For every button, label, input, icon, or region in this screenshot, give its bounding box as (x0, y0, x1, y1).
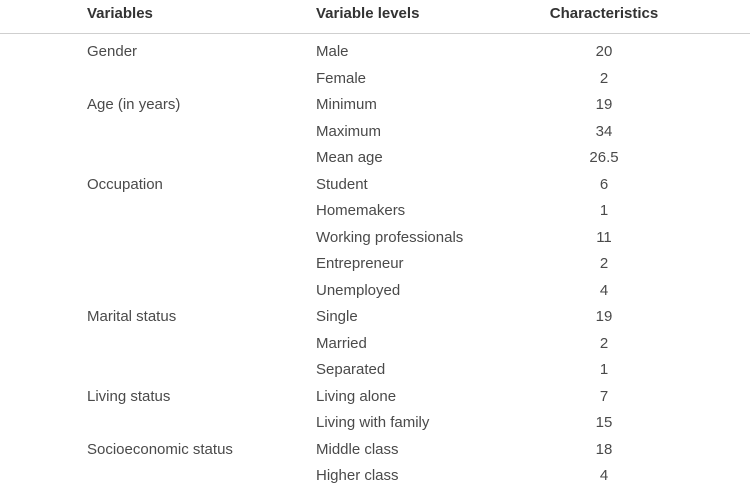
level-cell: Minimum (316, 96, 377, 113)
table-row: Marital status Single 19 (0, 305, 750, 332)
value-cell: 4 (599, 467, 609, 484)
level-cell: Living with family (316, 414, 430, 431)
value-cell: 2 (599, 69, 609, 87)
table-row: Occupation Student 6 (0, 173, 750, 200)
level-cell: Student (316, 175, 368, 193)
value-cell: 6 (599, 175, 609, 193)
level-cell: Maximum (316, 122, 382, 140)
table-body: Gender Male 20 Female 2 Age (in years) M… (0, 40, 750, 491)
value-cell: 7 (599, 387, 609, 405)
table-row: Living with family 15 (0, 411, 750, 438)
header-variables: Variables (87, 5, 153, 22)
value-cell: 20 (595, 43, 613, 60)
table-row: Age (in years) Minimum 19 (0, 93, 750, 120)
level-cell: Working professionals (316, 228, 464, 246)
table-row: Female 2 (0, 67, 750, 94)
variable-cell: Living status (87, 387, 171, 405)
level-cell: Single (316, 308, 358, 325)
table-row: Socioeconomic status Middle class 18 (0, 438, 750, 465)
value-cell: 19 (595, 96, 613, 113)
level-cell: Mean age (316, 149, 383, 166)
value-cell: 34 (595, 122, 613, 140)
level-cell: Higher class (316, 467, 399, 484)
value-cell: 1 (599, 202, 609, 219)
variable-cell: Occupation (87, 175, 163, 193)
variable-cell: Gender (87, 43, 138, 60)
value-cell: 19 (595, 308, 613, 325)
level-cell: Female (316, 69, 367, 87)
table-row: Gender Male 20 (0, 40, 750, 67)
table-row: Married 2 (0, 332, 750, 359)
value-cell: 11 (596, 228, 612, 246)
level-cell: Unemployed (316, 281, 401, 299)
table-row: Working professionals 11 (0, 226, 750, 253)
table-row: Unemployed 4 (0, 279, 750, 306)
value-cell: 26.5 (589, 149, 619, 166)
variable-cell: Marital status (87, 308, 177, 325)
table-row: Living status Living alone 7 (0, 385, 750, 412)
table-row: Higher class 4 (0, 464, 750, 491)
table-row: Separated 1 (0, 358, 750, 385)
level-cell: Separated (316, 361, 386, 378)
value-cell: 2 (599, 334, 609, 352)
level-cell: Middle class (316, 440, 399, 458)
value-cell: 15 (595, 414, 613, 431)
variable-cell: Age (in years) (87, 96, 181, 113)
level-cell: Male (316, 43, 349, 60)
value-cell: 2 (599, 255, 609, 272)
value-cell: 1 (599, 361, 609, 378)
level-cell: Entrepreneur (316, 255, 404, 272)
table-row: Entrepreneur 2 (0, 252, 750, 279)
header-variable-levels: Variable levels (316, 5, 420, 22)
value-cell: 18 (595, 440, 613, 458)
table-header: Variables Variable levels Characteristic… (0, 0, 750, 34)
table-row: Mean age 26.5 (0, 146, 750, 173)
level-cell: Married (316, 334, 367, 352)
value-cell: 4 (599, 281, 609, 299)
variable-cell: Socioeconomic status (87, 440, 233, 458)
table-row: Maximum 34 (0, 120, 750, 147)
level-cell: Living alone (316, 387, 397, 405)
table-row: Homemakers 1 (0, 199, 750, 226)
level-cell: Homemakers (316, 202, 406, 219)
header-characteristics: Characteristics (549, 5, 659, 22)
